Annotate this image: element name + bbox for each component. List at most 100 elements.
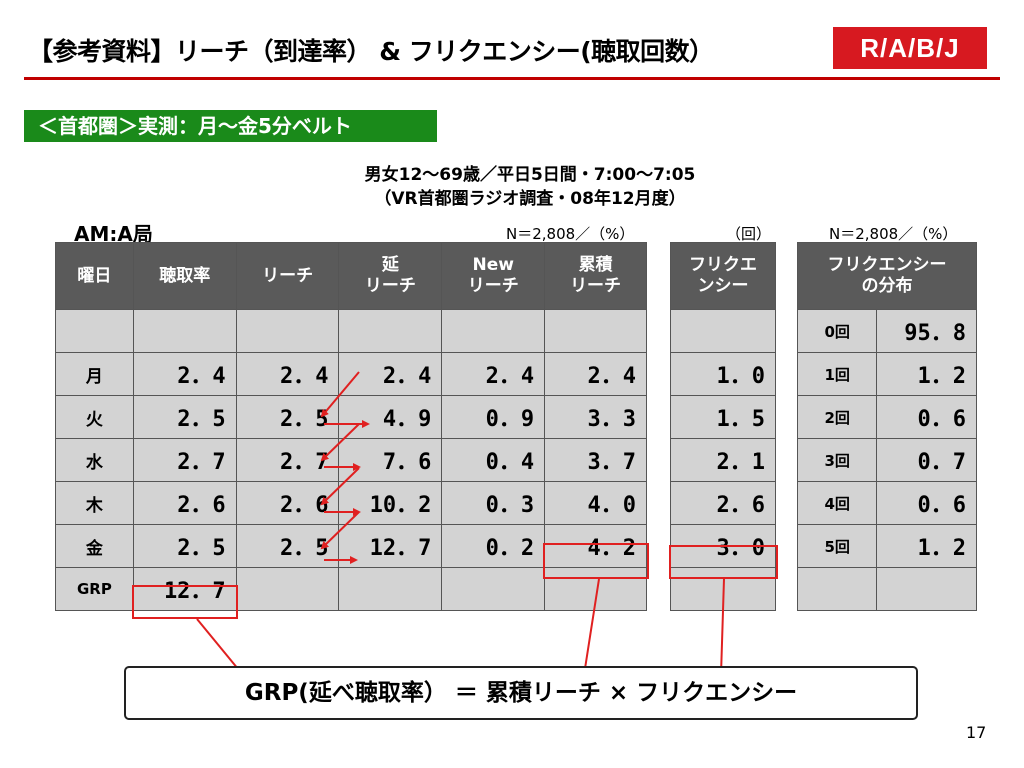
distribution-count-label: 2回 bbox=[796, 395, 878, 439]
distribution-count-label bbox=[796, 567, 878, 611]
table-cell: 0．4 bbox=[441, 438, 546, 482]
dist-table-note: N＝2,808／（%） bbox=[829, 225, 958, 243]
grp-formula-box: GRP(延べ聴取率） ＝ 累積リーチ × フリクエンシー bbox=[124, 666, 918, 720]
distribution-percent: 0．6 bbox=[876, 395, 977, 439]
frequency-cell bbox=[670, 309, 776, 353]
page-number: 17 bbox=[966, 723, 987, 742]
distribution-percent bbox=[876, 567, 977, 611]
main-header-4: New リーチ bbox=[441, 242, 546, 310]
main-header-2: リーチ bbox=[235, 242, 340, 310]
table-row: 3回 0．7 bbox=[796, 438, 977, 482]
frequency-distribution-table: フリクエンシー の分布 0回 95．8 1回 1．2 2回 0．6 3回 0．7 4回 0．6 5回 1．… bbox=[796, 242, 977, 611]
row-label: 金 bbox=[55, 524, 134, 568]
main-header-3: 延リーチ bbox=[338, 242, 443, 310]
table-cell bbox=[235, 567, 340, 611]
table-row: 4回 0．6 bbox=[796, 481, 977, 525]
distribution-count-label: 0回 bbox=[796, 309, 878, 353]
distribution-percent: 0．6 bbox=[876, 481, 977, 525]
main-header-5: 累積 リーチ bbox=[544, 242, 647, 310]
table-cell: 4．9 bbox=[338, 395, 443, 439]
frequency-cell: 2．6 bbox=[670, 481, 776, 525]
title-underline bbox=[24, 77, 1000, 80]
table-cell: 2．4 bbox=[132, 352, 237, 396]
distribution-count-label: 1回 bbox=[796, 352, 878, 396]
table-cell: 3．3 bbox=[544, 395, 647, 439]
distribution-percent: 0．7 bbox=[876, 438, 977, 482]
diagonal-arrow-1 bbox=[320, 371, 360, 418]
distribution-percent: 1．2 bbox=[876, 352, 977, 396]
distribution-percent: 95．8 bbox=[876, 309, 977, 353]
table-cell: 2．4 bbox=[544, 352, 647, 396]
table-cell: 10．2 bbox=[338, 481, 443, 525]
frequency-cell: 1．0 bbox=[670, 352, 776, 396]
frequency-table: フリクエ ンシー 1．0 1．5 2．1 2．6 3．0 bbox=[670, 242, 776, 611]
table-row bbox=[55, 309, 647, 353]
table-row: 0回 95．8 bbox=[796, 309, 977, 353]
distribution-header: フリクエンシー の分布 bbox=[797, 242, 977, 310]
diagonal-arrow-2 bbox=[320, 423, 360, 462]
frequency-highlight-box bbox=[669, 545, 778, 579]
frequency-cell: 2．1 bbox=[670, 438, 776, 482]
subtitle-source: （VR首都圏ラジオ調査・08年12月度） bbox=[374, 189, 686, 209]
table-cell: 4．2 bbox=[544, 524, 647, 568]
table-cell bbox=[235, 309, 340, 353]
rabj-logo: R/A/B/J bbox=[833, 27, 987, 69]
table-row: 1回 1．2 bbox=[796, 352, 977, 396]
table-row: 2回 0．6 bbox=[796, 395, 977, 439]
table-row: 木 2．6 2．6 10．2 0．3 4．0 bbox=[55, 481, 647, 525]
table-cell bbox=[132, 309, 237, 353]
freq-unit-note: （回） bbox=[726, 225, 772, 243]
row-label: 木 bbox=[55, 481, 134, 525]
diagonal-arrow-3 bbox=[320, 467, 360, 506]
table-cell: 0．2 bbox=[441, 524, 546, 568]
diagonal-arrow-4 bbox=[320, 511, 360, 550]
table-cell: 2．6 bbox=[132, 481, 237, 525]
table-cell bbox=[338, 309, 443, 353]
cumulative-reach-highlight-box bbox=[543, 543, 649, 579]
table-cell bbox=[338, 567, 443, 611]
table-cell: 2．4 bbox=[235, 352, 340, 396]
table-row bbox=[796, 567, 977, 611]
table-row: GRP 12．7 bbox=[55, 567, 647, 611]
row-label: 火 bbox=[55, 395, 134, 439]
table-cell: 0．3 bbox=[441, 481, 546, 525]
table-cell bbox=[441, 567, 546, 611]
main-table-note: N＝2,808／（%） bbox=[506, 225, 635, 243]
frequency-to-formula-arrow bbox=[717, 578, 726, 677]
table-cell bbox=[544, 309, 647, 353]
table-cell: 2．5 bbox=[132, 395, 237, 439]
table-cell: 2．4 bbox=[441, 352, 546, 396]
main-reach-table: 曜日 聴取率 リーチ延リーチ New リーチ 累積 リーチ月 2．4 2．4 2．4 2．4 2．4 火… bbox=[55, 242, 647, 611]
section-badge: ＜首都圏＞実測：月～金5分ベルト bbox=[24, 110, 437, 142]
table-row: 2．1 bbox=[670, 438, 776, 482]
table-cell: 4．0 bbox=[544, 481, 647, 525]
table-cell bbox=[441, 309, 546, 353]
subtitle-target: 男女12～69歳／平日5日間・7:00～7:05 bbox=[364, 165, 696, 185]
distribution-count-label: 3回 bbox=[796, 438, 878, 482]
table-cell: 3．7 bbox=[544, 438, 647, 482]
distribution-count-label: 4回 bbox=[796, 481, 878, 525]
grp-highlight-box bbox=[132, 585, 238, 619]
cumulation-arrows bbox=[196, 371, 726, 677]
table-row: 火 2．5 2．5 4．9 0．9 3．3 bbox=[55, 395, 647, 439]
reach-to-formula-arrow bbox=[580, 578, 600, 677]
page-title: 【参考資料】リーチ（到達率） & フリクエンシー(聴取回数） bbox=[28, 37, 714, 66]
main-header-1: 聴取率 bbox=[132, 242, 237, 310]
grp-to-formula-arrow bbox=[196, 618, 245, 677]
table-row: 1．0 bbox=[670, 352, 776, 396]
table-row: 1．5 bbox=[670, 395, 776, 439]
row-label: 月 bbox=[55, 352, 134, 396]
row-label bbox=[55, 309, 134, 353]
table-row: 月 2．4 2．4 2．4 2．4 2．4 bbox=[55, 352, 647, 396]
frequency-header: フリクエ ンシー bbox=[670, 242, 776, 310]
table-row bbox=[670, 309, 776, 353]
row-label: GRP bbox=[55, 567, 134, 611]
frequency-cell: 1．5 bbox=[670, 395, 776, 439]
table-cell: 12．7 bbox=[132, 567, 237, 611]
table-row: 2．6 bbox=[670, 481, 776, 525]
distribution-count-label: 5回 bbox=[796, 524, 878, 568]
row-label: 水 bbox=[55, 438, 134, 482]
table-cell: 7．6 bbox=[338, 438, 443, 482]
table-cell: 2．7 bbox=[132, 438, 237, 482]
